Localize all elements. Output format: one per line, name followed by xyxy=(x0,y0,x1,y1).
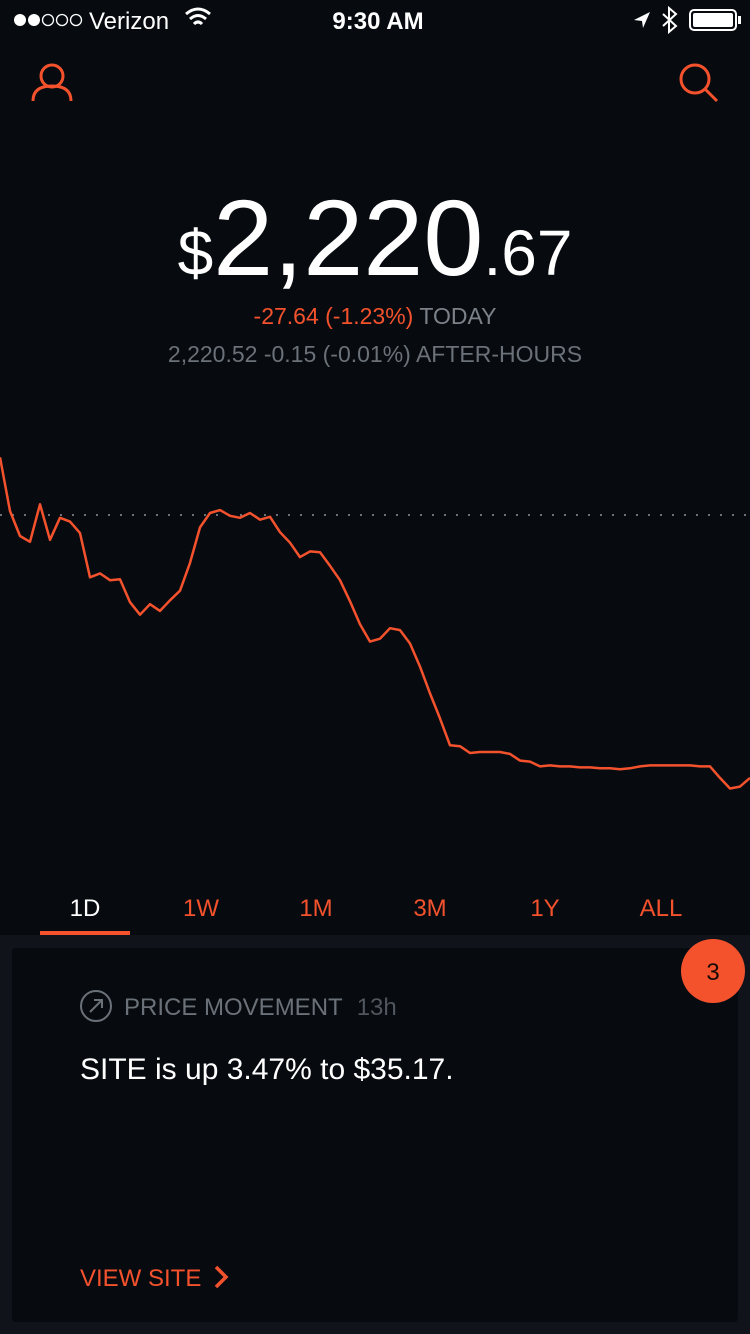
range-tab[interactable]: 1W xyxy=(183,895,219,922)
carrier: Verizon xyxy=(89,8,169,35)
location-icon xyxy=(634,12,650,28)
today-change: -27.64 (-1.23%) TODAY xyxy=(254,303,497,329)
status-bar: Verizon 9:30 AM xyxy=(14,5,741,35)
notification-card[interactable] xyxy=(12,948,738,1322)
chevron xyxy=(214,1265,229,1289)
card-age: 13h xyxy=(357,994,397,1021)
bluetooth-icon xyxy=(662,5,678,35)
signal-dot xyxy=(69,13,83,27)
range-tab[interactable]: 3M xyxy=(413,895,446,922)
badge-count: 3 xyxy=(706,959,719,986)
category-icon-circle xyxy=(80,990,112,1022)
battery xyxy=(689,9,737,31)
view-button[interactable]: VIEW SITE xyxy=(80,1265,229,1292)
range-tab[interactable]: 1M xyxy=(299,895,332,922)
category-icon xyxy=(80,990,112,1022)
signal-dot xyxy=(41,13,55,27)
search-icon-handle xyxy=(703,87,719,103)
price-chart xyxy=(0,457,750,790)
range-tab[interactable]: 1D xyxy=(70,895,101,922)
wifi-icon xyxy=(185,7,211,26)
price-whole: 2,220 xyxy=(213,177,483,298)
search-icon-lens xyxy=(679,63,711,95)
price: $2,220.67 xyxy=(178,177,573,298)
account-button[interactable] xyxy=(31,63,73,102)
battery-level xyxy=(693,13,733,27)
range-tabs: 1D 1W 1M 3M 1Y ALL xyxy=(70,895,683,922)
account-icon-body xyxy=(31,84,73,102)
today-change-value: -27.64 (-1.23%) xyxy=(254,303,414,329)
badge xyxy=(681,939,745,1003)
signal-dot xyxy=(28,14,40,26)
clock: 9:30 AM xyxy=(332,8,423,35)
card-category-name: PRICE MOVEMENT xyxy=(124,994,343,1021)
price-currency: $ xyxy=(178,217,214,289)
battery-tip xyxy=(738,16,741,24)
active-tab-indicator xyxy=(40,931,130,935)
card-message: SITE is up 3.47% to $35.17. xyxy=(80,1053,454,1086)
today-label: TODAY xyxy=(419,303,496,329)
category-icon-arrow xyxy=(89,999,103,1013)
card-category: PRICE MOVEMENT 13h xyxy=(124,994,397,1021)
price-cents: .67 xyxy=(483,217,572,289)
range-tab[interactable]: ALL xyxy=(640,895,683,922)
price-line xyxy=(0,457,750,790)
after-hours: 2,220.52 -0.15 (-0.01%) AFTER-HOURS xyxy=(168,341,582,367)
card-action: VIEW SITE xyxy=(80,1265,201,1292)
signal-dot xyxy=(55,13,69,27)
search-button[interactable] xyxy=(679,63,719,103)
range-tab[interactable]: 1Y xyxy=(530,895,559,922)
signal-dot xyxy=(14,14,26,26)
